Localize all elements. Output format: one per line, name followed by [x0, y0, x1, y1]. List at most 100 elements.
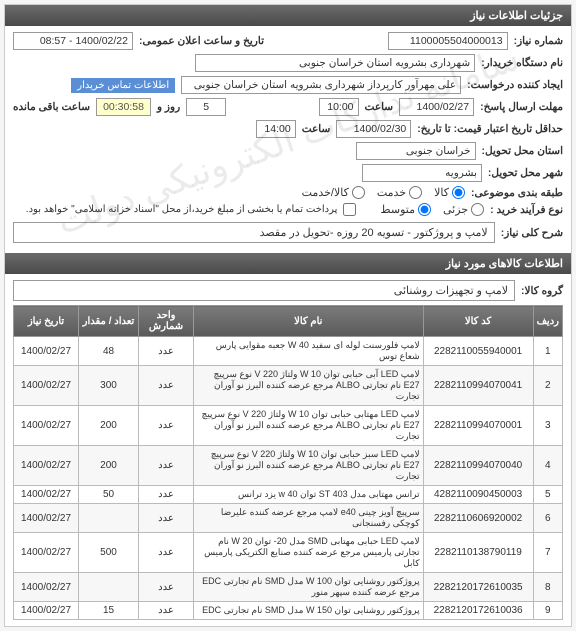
creator-field: علی مهرآور کارپرداز شهرداری بشرویه استان…	[181, 76, 461, 94]
table-row: 72282110138790119لامپ LED حبابی مهتابی S…	[14, 533, 563, 573]
state-field: خراسان جنوبی	[356, 142, 476, 160]
hour-label-2: ساعت	[302, 123, 331, 135]
cell-date: 1400/02/27	[14, 573, 79, 602]
cell-qty: 50	[79, 486, 139, 504]
city-field: بشرویه	[362, 164, 482, 182]
cell-name: لامپ فلورسنت لوله ای سفید W 40 جعبه مقوا…	[194, 337, 424, 366]
cell-code: 2282110994070040	[423, 446, 533, 486]
cell-name: لامپ LED سبز حبابی توان W 10 ولتاژ V 220…	[194, 446, 424, 486]
desc-label: شرح کلی نیاز:	[501, 227, 563, 239]
cell-code: 4282110090450003	[423, 486, 533, 504]
cell-unit: عدد	[139, 573, 194, 602]
cell-date: 1400/02/27	[14, 446, 79, 486]
cell-row: 3	[533, 406, 562, 446]
cell-date: 1400/02/27	[14, 486, 79, 504]
goods-group-label: گروه کالا:	[521, 285, 563, 297]
cell-name: لامپ LED آبی حبابی توان W 10 ولتاژ V 220…	[194, 366, 424, 406]
cell-qty: 300	[79, 366, 139, 406]
cell-row: 1	[533, 337, 562, 366]
table-row: 62282110606920002سرپیچ آویز چینی e40 لام…	[14, 504, 563, 533]
cell-row: 7	[533, 533, 562, 573]
cell-unit: عدد	[139, 337, 194, 366]
payment-checkbox[interactable]	[343, 203, 356, 216]
th-row: ردیف	[533, 306, 562, 337]
req-no-field: 1100005504000013	[388, 32, 508, 50]
table-row: 32282110994070001لامپ LED مهتابی حبابی ت…	[14, 406, 563, 446]
service-radio[interactable]	[409, 186, 422, 199]
cell-unit: عدد	[139, 504, 194, 533]
small-radio-label: جزئی	[443, 203, 468, 216]
cell-code: 2282120172610036	[423, 602, 533, 620]
items-section-header: اطلاعات کالاهای مورد نیاز	[5, 253, 571, 274]
creator-label: ایجاد کننده درخواست:	[467, 79, 563, 91]
table-row: 54282110090450003ترانس مهتابی مدل ST 403…	[14, 486, 563, 504]
req-no-label: شماره نیاز:	[514, 35, 563, 47]
table-row: 42282110994070040لامپ LED سبز حبابی توان…	[14, 446, 563, 486]
cell-qty: 500	[79, 533, 139, 573]
buyer-field: شهرداری بشرویه استان خراسان جنوبی	[195, 54, 475, 72]
days-field: 5	[186, 98, 226, 116]
day-label: روز و	[157, 101, 180, 113]
pub-date-label: تاریخ و ساعت اعلان عمومی:	[139, 35, 264, 47]
table-row: 92282120172610036پروژکتور روشنایی توان W…	[14, 602, 563, 620]
table-row: 22282110994070041لامپ LED آبی حبابی توان…	[14, 366, 563, 406]
budget-label: طبقه بندی موضوعی:	[471, 187, 563, 199]
hour-label-1: ساعت	[365, 101, 394, 113]
cell-name: لامپ LED حبابی مهتابی SMD مدل 20- توان W…	[194, 533, 424, 573]
cell-qty: 15	[79, 602, 139, 620]
cell-unit: عدد	[139, 446, 194, 486]
state-label: استان محل تحویل:	[482, 145, 563, 157]
deadline-date-field: 1400/02/27	[399, 98, 474, 116]
deadline-label: مهلت ارسال پاسخ:	[480, 101, 563, 113]
th-code: کد کالا	[423, 306, 533, 337]
medium-radio[interactable]	[418, 203, 431, 216]
cell-unit: عدد	[139, 366, 194, 406]
validity-date-field: 1400/02/30	[336, 120, 411, 138]
cell-code: 2282110055940001	[423, 337, 533, 366]
cell-qty: 200	[79, 446, 139, 486]
cell-qty	[79, 573, 139, 602]
cell-name: پروژکتور روشنایی توان W 150 مدل SMD نام …	[194, 602, 424, 620]
purchase-type-label: نوع فرآیند خرید :	[490, 204, 563, 216]
cell-unit: عدد	[139, 486, 194, 504]
small-radio[interactable]	[471, 203, 484, 216]
cell-unit: عدد	[139, 406, 194, 446]
goods-radio[interactable]	[452, 186, 465, 199]
cell-code: 2282110994070041	[423, 366, 533, 406]
desc-field: لامپ و پروژکتور - تسویه 20 روزه -تحویل د…	[13, 222, 495, 243]
cell-row: 2	[533, 366, 562, 406]
cell-date: 1400/02/27	[14, 366, 79, 406]
th-unit: واحد شمارش	[139, 306, 194, 337]
cell-row: 8	[533, 573, 562, 602]
cell-name: پروژکتور روشنایی توان W 100 مدل SMD نام …	[194, 573, 424, 602]
deadline-hour-field: 10:00	[319, 98, 359, 116]
cell-unit: عدد	[139, 602, 194, 620]
cell-name: سرپیچ آویز چینی e40 لامپ مرجع عرضه کننده…	[194, 504, 424, 533]
service-radio-label: خدمت	[377, 186, 406, 199]
cell-code: 2282120172610035	[423, 573, 533, 602]
cell-qty: 48	[79, 337, 139, 366]
items-table: ردیف کد کالا نام کالا واحد شمارش تعداد /…	[13, 305, 563, 620]
cell-date: 1400/02/27	[14, 337, 79, 366]
goods-service-radio[interactable]	[352, 186, 365, 199]
goods-service-radio-label: کالا/خدمت	[302, 186, 349, 199]
payment-note: پرداخت تمام یا بخشی از مبلغ خرید،از محل …	[26, 204, 338, 215]
contact-link[interactable]: اطلاعات تماس خریدار	[71, 78, 175, 93]
countdown-field: 00:30:58	[96, 98, 151, 116]
validity-label: حداقل تاریخ اعتبار قیمت: تا تاریخ:	[417, 123, 563, 135]
pub-date-field: 1400/02/22 - 08:57	[13, 32, 133, 50]
panel-title: جزئیات اطلاعات نیاز	[5, 5, 571, 26]
cell-date: 1400/02/27	[14, 406, 79, 446]
goods-radio-label: کالا	[434, 186, 449, 199]
cell-date: 1400/02/27	[14, 504, 79, 533]
cell-qty: 200	[79, 406, 139, 446]
cell-date: 1400/02/27	[14, 602, 79, 620]
cell-unit: عدد	[139, 533, 194, 573]
cell-row: 9	[533, 602, 562, 620]
remain-label: ساعت باقی مانده	[13, 101, 90, 113]
cell-row: 5	[533, 486, 562, 504]
th-date: تاریخ نیاز	[14, 306, 79, 337]
table-row: 82282120172610035پروژکتور روشنایی توان W…	[14, 573, 563, 602]
cell-code: 2282110994070001	[423, 406, 533, 446]
cell-row: 4	[533, 446, 562, 486]
